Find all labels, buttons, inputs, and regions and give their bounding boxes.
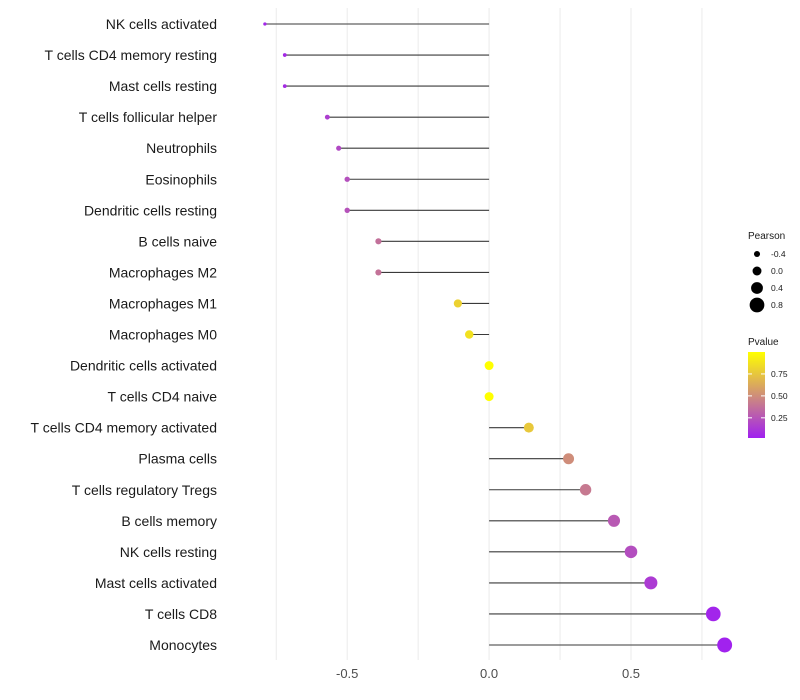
color-legend-label: 0.50 [771, 391, 788, 401]
size-legend-label: 0.8 [771, 300, 783, 310]
color-legend-bar [748, 352, 765, 438]
size-legend-dot [752, 266, 762, 276]
size-legend-label: 0.0 [771, 266, 783, 276]
category-labels: NK cells activated T cells CD4 memory res… [31, 16, 218, 653]
size-legend-dot [753, 250, 761, 258]
legend: Pearson -0.4 0.0 0.4 0.8 Pvalue 0.25 0.50 0.7… [748, 231, 788, 438]
category-label: Mast cells resting [109, 78, 217, 94]
lollipop-point [282, 84, 287, 88]
lollipop-point [344, 176, 350, 182]
lollipop-point [375, 269, 382, 276]
size-legend-title: Pearson [748, 231, 785, 242]
lollipop-point [453, 299, 462, 308]
lollipop-point [563, 453, 575, 465]
points-layer [263, 22, 733, 653]
category-label: Monocytes [149, 637, 217, 653]
lollipop-point [375, 238, 382, 245]
lollipop-point [282, 53, 287, 57]
lollipop-point [465, 330, 474, 339]
lollipop-point [717, 637, 733, 653]
category-label: Macrophages M1 [109, 295, 217, 311]
lollipop-point [344, 207, 350, 213]
size-legend-dot [749, 297, 765, 313]
category-label: Plasma cells [138, 451, 217, 467]
x-axis-ticks: -0.5 0.0 0.5 [336, 666, 640, 681]
category-label: T cells regulatory Tregs [72, 482, 217, 498]
category-label: Eosinophils [145, 171, 217, 187]
lollipop-point [336, 145, 342, 151]
lollipop-point [644, 576, 658, 590]
size-legend-dot [751, 282, 763, 294]
lollipop-point [324, 114, 330, 120]
x-tick-label: 0.5 [622, 666, 640, 681]
stems-layer [264, 23, 725, 646]
category-label: T cells CD4 memory activated [31, 420, 217, 436]
category-label: Mast cells activated [95, 575, 217, 591]
lollipop-point [607, 514, 621, 527]
x-tick-label: 0.0 [480, 666, 498, 681]
category-label: T cells CD4 naive [108, 389, 218, 405]
size-legend: -0.4 0.0 0.4 0.8 [749, 249, 786, 313]
color-legend-label: 0.25 [771, 413, 788, 423]
color-legend-title: Pvalue [748, 337, 779, 348]
lollipop-point [523, 422, 534, 433]
category-label: B cells naive [138, 233, 217, 249]
category-label: Neutrophils [146, 140, 217, 156]
color-legend-label: 0.75 [771, 369, 788, 379]
lollipop-point [579, 484, 592, 496]
category-label: T cells follicular helper [79, 109, 218, 125]
category-label: T cells CD8 [145, 606, 217, 622]
category-label: NK cells resting [120, 544, 217, 560]
category-label: Macrophages M2 [109, 264, 217, 280]
category-label: B cells memory [121, 513, 217, 529]
size-legend-label: 0.4 [771, 283, 783, 293]
category-label: T cells CD4 memory resting [45, 47, 217, 63]
color-legend-ticks: 0.25 0.50 0.75 [748, 369, 788, 423]
category-label: NK cells activated [106, 16, 217, 32]
category-label: Macrophages M0 [109, 327, 217, 343]
category-label: Dendritic cells activated [70, 358, 217, 374]
lollipop-point [484, 361, 494, 371]
lollipop-point [705, 606, 721, 622]
lollipop-point [484, 392, 494, 402]
lollipop-point [263, 22, 267, 26]
category-label: Dendritic cells resting [84, 202, 217, 218]
lollipop-point [624, 545, 638, 559]
x-tick-label: -0.5 [336, 666, 358, 681]
size-legend-label: -0.4 [771, 249, 786, 259]
